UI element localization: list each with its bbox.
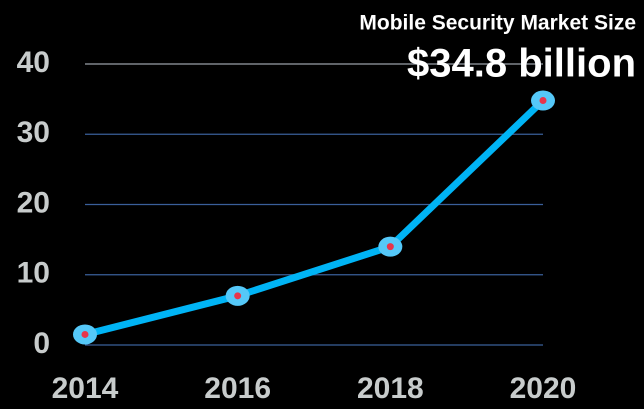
x-tick-label: 2018 [357, 372, 424, 405]
x-tick-label: 2014 [52, 372, 119, 405]
x-tick-label: 2016 [204, 372, 271, 405]
y-tick-label: 40 [17, 46, 50, 79]
marker-inner [81, 330, 89, 338]
grid: 0 10 20 30 40 2014 2016 2018 2020 [17, 46, 577, 405]
x-tick-label: 2020 [510, 372, 577, 405]
data-point [378, 236, 403, 257]
marker-inner [386, 243, 394, 251]
data-point [531, 90, 555, 111]
marker-inner [539, 97, 547, 105]
annotation: $34.8 billion [407, 42, 636, 86]
plot [73, 90, 555, 345]
marker-inner [234, 292, 242, 300]
y-tick-label: 20 [17, 186, 50, 219]
data-point [73, 324, 97, 345]
chart-title: Mobile Security Market Size [359, 12, 636, 35]
y-tick-label: 30 [17, 116, 50, 149]
data-point [225, 285, 250, 306]
y-tick-label: 0 [33, 327, 50, 360]
series-line [81, 97, 547, 338]
y-tick-label: 10 [17, 257, 50, 290]
